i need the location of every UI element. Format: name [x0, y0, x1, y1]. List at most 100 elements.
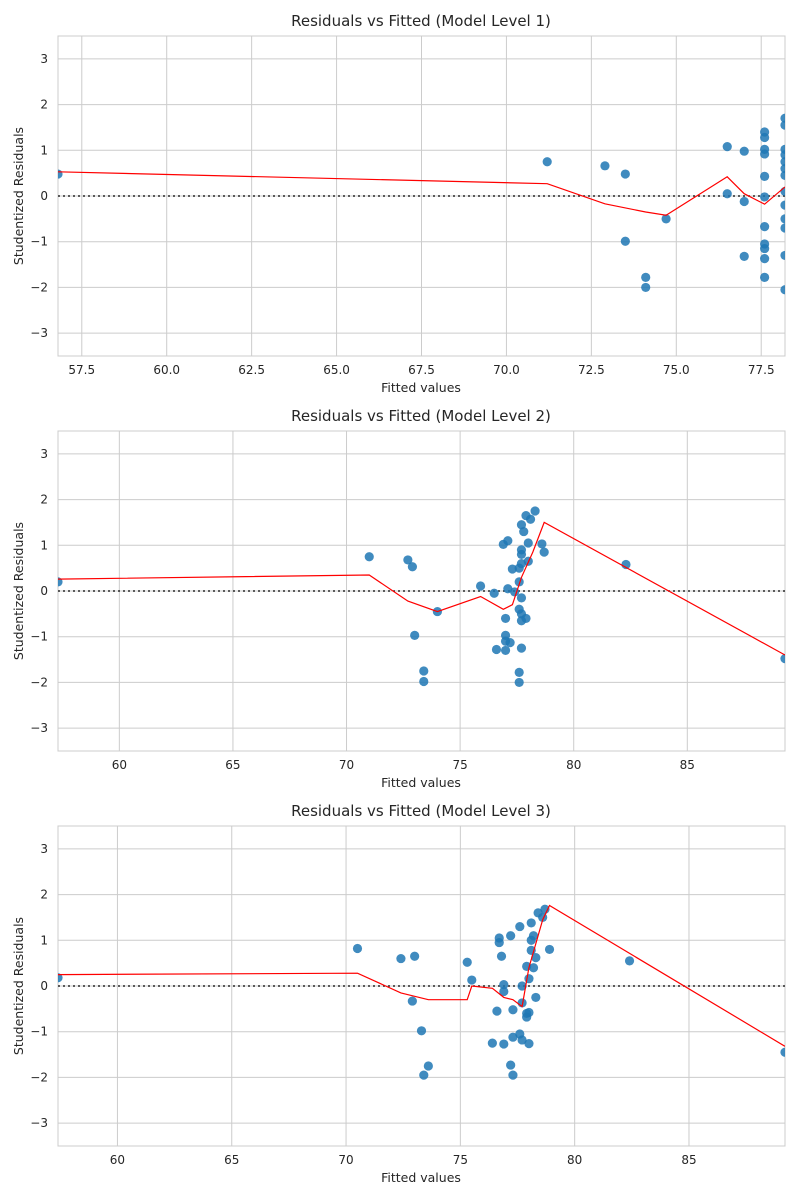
- residual-point: [514, 577, 524, 587]
- data-marks: [58, 506, 785, 688]
- residual-point: [58, 169, 63, 179]
- residual-point: [410, 630, 420, 640]
- residual-point: [780, 170, 785, 181]
- x-tick-label: 70: [338, 1153, 353, 1167]
- y-tick-label: 3: [40, 842, 48, 856]
- residual-point: [467, 975, 477, 985]
- residual-point: [528, 963, 539, 973]
- x-tick-label: 65: [224, 1153, 239, 1167]
- y-tick-label: −3: [30, 326, 48, 340]
- residual-point: [517, 1035, 527, 1045]
- residual-point: [517, 981, 527, 991]
- y-tick-label: 3: [40, 447, 48, 461]
- residual-point: [760, 192, 770, 202]
- x-tick-label: 75.0: [663, 363, 690, 377]
- residual-point: [524, 1007, 534, 1018]
- residual-point: [537, 539, 547, 549]
- residual-point: [505, 638, 515, 648]
- residual-point: [780, 150, 785, 160]
- residual-point: [416, 1026, 427, 1036]
- residual-point: [489, 588, 499, 598]
- plot-area: 60 65 70 75 80 85 3 2 1 0 −1 −2 −3: [30, 825, 786, 1167]
- residual-point: [503, 584, 513, 594]
- x-tick-label: 75: [452, 758, 467, 772]
- lowess-smooth-line: [58, 171, 785, 216]
- residual-point: [661, 214, 671, 224]
- residual-point: [624, 956, 635, 966]
- residual-point: [641, 272, 651, 282]
- residual-point: [780, 214, 785, 224]
- x-tick-label: 67.5: [408, 363, 435, 377]
- residual-point: [620, 236, 630, 246]
- residual-point: [760, 222, 770, 232]
- residual-point: [499, 986, 509, 997]
- x-tick-label: 77.5: [748, 363, 775, 377]
- y-tick-label: −2: [30, 1070, 48, 1084]
- residual-point: [503, 536, 513, 546]
- residual-point: [419, 666, 429, 676]
- residual-point: [523, 538, 533, 548]
- residual-point: [600, 161, 610, 171]
- residual-point: [780, 113, 785, 123]
- x-tick-label: 70: [339, 758, 354, 772]
- x-tick-label: 80: [566, 758, 581, 772]
- y-tick-label: 1: [40, 933, 48, 947]
- residual-point: [352, 943, 363, 954]
- residual-point: [514, 677, 524, 688]
- residual-point: [514, 667, 524, 677]
- residual-point: [506, 1060, 516, 1070]
- residual-point: [487, 1038, 497, 1048]
- residual-point: [530, 506, 540, 516]
- chart-title: Residuals vs Fitted (Model Level 3): [291, 802, 551, 820]
- residual-point: [739, 146, 749, 156]
- residual-point: [396, 953, 406, 964]
- residual-point: [519, 526, 529, 537]
- residual-point: [521, 613, 531, 624]
- residual-point: [722, 189, 732, 199]
- residual-point: [507, 564, 517, 574]
- residual-point: [641, 282, 651, 293]
- x-tick-label: 60: [110, 1153, 125, 1167]
- residual-point: [528, 931, 539, 941]
- x-axis-label: Fitted values: [381, 1170, 461, 1185]
- residual-point: [506, 931, 516, 941]
- y-axis-label: Studentized Residuals: [11, 522, 26, 660]
- residual-point: [780, 1047, 785, 1057]
- residual-point: [364, 552, 374, 562]
- residual-point: [542, 157, 552, 167]
- y-tick-label: −2: [30, 675, 48, 689]
- x-tick-label: 72.5: [578, 363, 605, 377]
- residual-point: [491, 644, 502, 655]
- lowess-smooth-line: [58, 904, 785, 1047]
- y-tick-label: 2: [40, 888, 48, 902]
- residual-point: [531, 992, 541, 1003]
- residual-point: [410, 951, 420, 961]
- y-axis-label: Studentized Residuals: [11, 917, 26, 1055]
- residual-point: [760, 132, 770, 143]
- lowess-smooth-line: [58, 521, 785, 656]
- residual-point: [494, 937, 504, 948]
- chart-panel-1: 57.5 60.0 62.5 65.0 67.5 70.0 72.5 75.0 77.5 3 2 1 0…: [11, 12, 786, 395]
- residual-point: [407, 996, 417, 1006]
- x-tick-label: 60: [112, 758, 127, 772]
- residual-point: [780, 163, 785, 174]
- y-tick-label: 3: [40, 52, 48, 66]
- y-tick-label: −1: [30, 1025, 48, 1039]
- residual-point: [508, 1032, 518, 1042]
- x-tick-label: 80: [567, 1153, 582, 1167]
- chart-title: Residuals vs Fitted (Model Level 1): [291, 12, 551, 30]
- residual-point: [499, 1039, 509, 1049]
- residual-point: [407, 562, 418, 572]
- residual-point: [780, 250, 785, 261]
- residual-point: [462, 957, 472, 967]
- residual-point: [780, 200, 785, 210]
- plot-area: 57.5 60.0 62.5 65.0 67.5 70.0 72.5 75.0 77.5 3 2 1 0…: [30, 35, 786, 377]
- residual-point: [780, 654, 785, 664]
- y-tick-label: 2: [40, 493, 48, 507]
- residual-point: [419, 1070, 429, 1080]
- y-tick-label: 0: [40, 584, 48, 598]
- residual-point: [739, 251, 749, 261]
- x-tick-label: 85: [681, 1153, 696, 1167]
- y-tick-label: 0: [40, 189, 48, 203]
- y-tick-label: −2: [30, 280, 48, 294]
